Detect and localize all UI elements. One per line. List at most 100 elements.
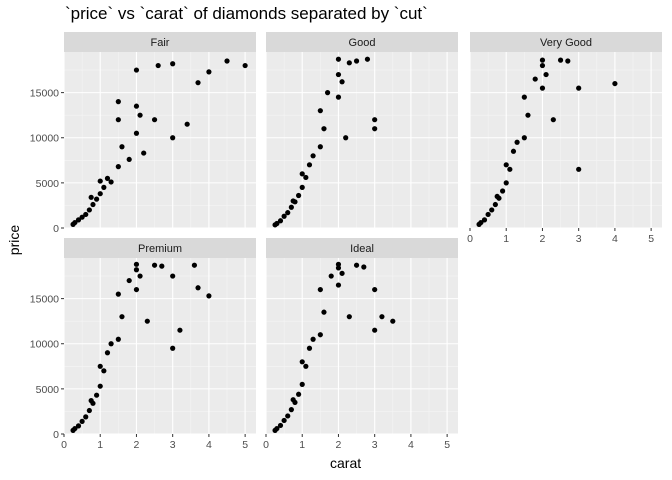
x-tick-label: 0 — [467, 233, 473, 245]
data-point-very-good — [510, 148, 517, 154]
data-point-fair — [79, 214, 85, 220]
data-point-good — [281, 213, 287, 219]
data-point-fair — [108, 179, 114, 185]
data-point-premium — [101, 368, 107, 374]
data-point-very-good — [539, 85, 546, 91]
data-point-good — [339, 79, 345, 85]
data-point-ideal — [281, 417, 287, 424]
facet-panel-premium — [64, 258, 256, 434]
data-point-premium — [75, 423, 82, 429]
data-point-good — [372, 126, 378, 132]
data-point-very-good — [503, 180, 509, 186]
data-point-premium — [177, 327, 183, 333]
data-point-fair — [151, 117, 158, 123]
data-point-good — [343, 135, 349, 141]
data-point-premium — [72, 425, 78, 432]
data-point-very-good — [478, 219, 484, 226]
data-point-fair — [83, 211, 89, 218]
data-point-very-good — [543, 71, 549, 78]
x-tick-label: 2 — [336, 439, 342, 451]
data-point-very-good — [532, 76, 538, 82]
y-tick-label: 0 — [53, 429, 59, 441]
data-point-very-good — [557, 57, 564, 63]
data-point-fair — [94, 196, 100, 202]
data-point-very-good — [521, 135, 527, 141]
data-point-fair — [97, 191, 103, 197]
data-point-fair — [119, 144, 125, 150]
data-point-premium — [144, 318, 150, 324]
data-point-ideal — [321, 309, 327, 315]
data-point-good — [364, 56, 371, 62]
data-point-very-good — [525, 112, 531, 118]
data-point-premium — [115, 336, 121, 342]
data-point-fair — [133, 103, 140, 109]
data-point-ideal — [346, 314, 352, 320]
data-point-ideal — [361, 264, 367, 270]
data-point-fair — [155, 62, 161, 69]
data-point-premium — [88, 398, 94, 404]
data-point-fair — [101, 184, 107, 190]
data-point-good — [335, 56, 342, 62]
data-point-fair — [75, 217, 82, 223]
data-point-fair — [170, 135, 176, 141]
data-point-ideal — [290, 397, 296, 403]
data-point-good — [346, 60, 352, 66]
data-point-ideal — [335, 261, 342, 267]
data-point-fair — [133, 130, 140, 136]
data-point-premium — [104, 350, 111, 356]
data-point-fair — [184, 121, 190, 127]
data-point-good — [303, 174, 309, 181]
data-point-ideal — [328, 273, 334, 279]
data-point-fair — [104, 175, 111, 181]
data-point-good — [335, 94, 342, 100]
data-point-good — [324, 90, 331, 96]
x-tick-label: 3 — [576, 233, 582, 245]
data-point-ideal — [335, 265, 342, 271]
data-point-premium — [170, 273, 176, 279]
facet-strip-label-good: Good — [349, 37, 376, 49]
data-point-fair — [170, 61, 176, 67]
data-point-fair — [90, 201, 96, 208]
data-point-very-good — [550, 117, 556, 123]
data-point-very-good — [485, 211, 491, 218]
data-point-fair — [195, 80, 201, 86]
facet-strip-fair — [64, 32, 256, 52]
x-tick-label: 1 — [299, 439, 305, 451]
data-point-ideal — [353, 262, 360, 268]
data-point-premium — [97, 363, 103, 369]
data-point-ideal — [310, 336, 316, 342]
y-tick-label: 10000 — [30, 133, 59, 145]
data-point-premium — [83, 414, 89, 420]
facet-strip-very-good — [470, 32, 662, 52]
data-point-fair — [137, 112, 143, 118]
data-point-fair — [88, 194, 94, 200]
facet-strip-ideal — [266, 238, 458, 258]
x-tick-label: 5 — [648, 233, 654, 245]
data-point-ideal — [274, 425, 280, 432]
data-point-ideal — [299, 381, 305, 387]
data-point-premium — [94, 392, 100, 398]
data-point-good — [299, 171, 305, 177]
x-tick-label: 3 — [170, 439, 176, 451]
data-point-ideal — [288, 407, 294, 413]
facet-strip-premium — [64, 238, 256, 258]
data-point-ideal — [317, 286, 323, 293]
data-point-ideal — [390, 318, 396, 324]
data-point-fair — [206, 69, 212, 75]
data-point-premium — [115, 291, 121, 297]
y-tick-label: 0 — [53, 223, 59, 235]
data-point-premium — [86, 407, 92, 414]
x-tick-label: 2 — [134, 439, 140, 451]
facet-panel-very-good — [470, 52, 662, 228]
data-point-very-good — [576, 166, 582, 172]
data-point-premium — [133, 261, 140, 267]
facet-strip-label-ideal: Ideal — [350, 243, 374, 255]
data-point-fair — [126, 156, 132, 163]
data-point-very-good — [576, 85, 582, 91]
data-point-good — [310, 153, 316, 159]
x-tick-label: 0 — [263, 439, 269, 451]
data-point-good — [306, 162, 313, 168]
data-point-premium — [206, 293, 212, 299]
facet-strip-label-very-good: Very Good — [540, 37, 592, 49]
data-point-fair — [97, 178, 103, 184]
